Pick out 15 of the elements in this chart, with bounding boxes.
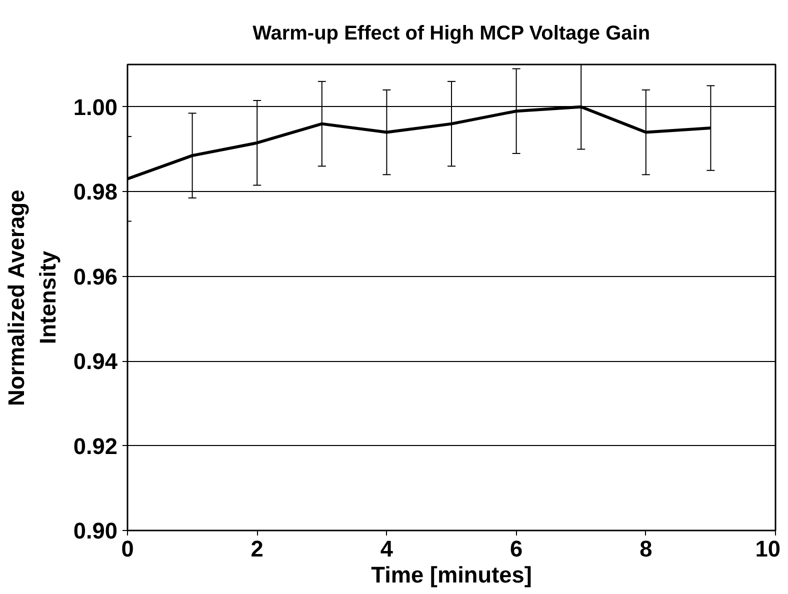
y-tick-label: 0.94 [73,348,118,374]
x-tick-label: 2 [250,536,264,562]
x-tick-label: 4 [380,536,394,562]
y-axis-title: Normalized Average Intensity [3,190,60,406]
y-tick-label: 1.00 [73,94,118,120]
x-tick-label: 6 [510,536,523,562]
chart-title: Warm-up Effect of High MCP Voltage Gain [252,22,650,44]
x-tick-label: 0 [121,536,134,562]
x-tick-label: 10 [755,536,780,562]
y-tick-label: 0.96 [73,263,118,290]
x-tick-label: 8 [640,536,652,562]
y-tick-label: 0.90 [73,518,118,544]
y-tick-label: 0.92 [73,432,118,459]
y-tick-label: 0.98 [73,178,118,205]
x-axis-title: Time [minutes] [371,562,532,588]
